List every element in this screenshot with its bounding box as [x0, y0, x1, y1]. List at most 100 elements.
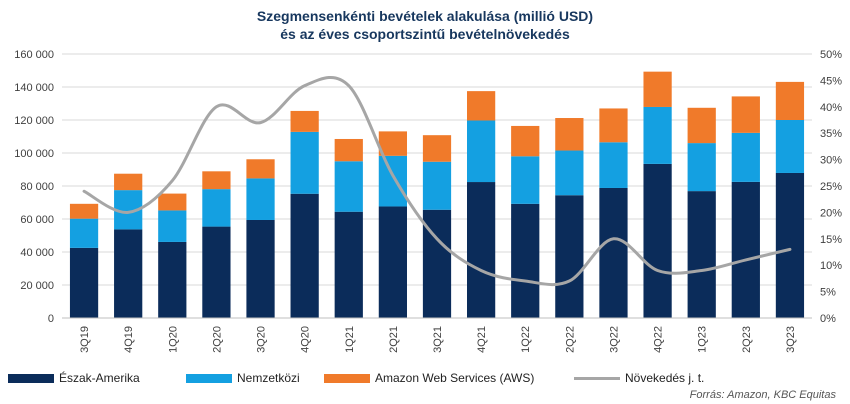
y-tick-label: 160 000: [14, 49, 54, 61]
bar-aws: [158, 193, 187, 211]
bar-international: [246, 178, 275, 220]
x-tick-label: 4Q21: [476, 326, 488, 353]
bar-north-america: [290, 193, 319, 318]
x-tick-label: 3Q20: [256, 326, 268, 353]
bar-north-america: [114, 229, 143, 318]
bar-international: [467, 120, 496, 183]
bar-international: [378, 155, 407, 207]
bar-international: [599, 142, 628, 188]
legend-item-international: Nemzetközi: [186, 371, 300, 385]
bar-international: [69, 218, 99, 248]
legend-item-north-america: Észak-Amerika: [8, 371, 140, 385]
x-tick-label: 4Q19: [123, 326, 135, 353]
y2-tick-label: 20%: [820, 207, 842, 219]
y2-tick-label: 0%: [820, 313, 836, 325]
source-note: Forrás: Amazon, KBC Equitas: [689, 389, 836, 401]
bar-north-america: [467, 182, 496, 318]
growth-line: [82, 75, 792, 287]
x-tick-label: 1Q22: [520, 326, 532, 353]
y-tick-label: 20 000: [20, 280, 54, 292]
x-tick-label: 2Q20: [211, 326, 223, 353]
bar-international: [687, 143, 716, 192]
y2-tick-label: 5%: [820, 287, 836, 299]
bar-aws: [378, 131, 407, 156]
x-tick-label: 2Q22: [564, 326, 576, 353]
y2-tick-label: 10%: [820, 260, 842, 272]
bar-north-america: [599, 187, 628, 318]
y-tick-label: 120 000: [14, 115, 54, 127]
bar-aws: [290, 110, 319, 132]
bar-aws: [731, 96, 760, 133]
x-tick-label: 3Q21: [432, 326, 444, 353]
bar-international: [202, 189, 231, 227]
legend-label-north-america: Észak-Amerika: [59, 371, 140, 385]
y-tick-label: 140 000: [14, 82, 54, 94]
x-tick-label: 3Q19: [79, 326, 91, 353]
y2-tick-label: 40%: [820, 102, 842, 114]
y2-tick-label: 25%: [820, 181, 842, 193]
x-tick-label: 4Q22: [653, 326, 665, 353]
chart-title: Szegmensenkénti bevételek alakulása (mil…: [256, 8, 594, 24]
bar-north-america: [202, 226, 231, 318]
x-tick-label: 3Q22: [608, 326, 620, 353]
bar-north-america: [334, 211, 363, 318]
x-tick-label: 2Q21: [388, 326, 400, 353]
y-tick-label: 100 000: [14, 148, 54, 160]
x-tick-label: 4Q20: [300, 326, 312, 353]
bar-aws: [202, 171, 231, 190]
x-tick-label: 1Q23: [697, 326, 709, 353]
y-tick-label: 40 000: [20, 247, 54, 259]
bar-international: [290, 131, 319, 194]
bar-north-america: [511, 203, 540, 318]
legend-item-aws: Amazon Web Services (AWS): [324, 371, 534, 385]
bar-aws: [643, 71, 672, 107]
y2-tick-label: 30%: [820, 155, 842, 167]
bar-north-america: [643, 163, 672, 318]
bar-aws: [599, 108, 628, 143]
bar-international: [158, 210, 187, 242]
bar-aws: [775, 81, 805, 120]
legend-label-international: Nemzetközi: [237, 371, 300, 385]
bar-aws: [511, 125, 540, 157]
x-tick-label: 1Q21: [344, 326, 356, 353]
legend-item-growth: Növekedés j. t.: [574, 371, 704, 385]
bar-north-america: [69, 247, 99, 318]
bar-aws: [334, 138, 363, 162]
bar-aws: [422, 135, 452, 162]
bar-north-america: [378, 206, 407, 318]
bar-north-america: [555, 195, 584, 318]
bar-international: [775, 120, 805, 173]
bar-aws: [246, 159, 275, 179]
bar-north-america: [246, 219, 275, 318]
bar-north-america: [731, 181, 760, 318]
bar-aws: [555, 118, 584, 151]
bar-international: [731, 132, 760, 182]
bar-north-america: [158, 241, 187, 318]
legend-label-aws: Amazon Web Services (AWS): [375, 371, 535, 385]
legend: Észak-Amerika Nemzetközi Amazon Web Serv…: [0, 371, 850, 387]
bar-international: [555, 150, 584, 196]
y-tick-label: 80 000: [20, 181, 54, 193]
bar-international: [511, 156, 540, 204]
legend-swatch-international: [186, 373, 232, 383]
legend-label-growth: Növekedés j. t.: [625, 371, 705, 385]
x-tick-label: 1Q20: [167, 326, 179, 353]
chart-subtitle: és az éves csoportszintű bevételnövekedé…: [280, 26, 570, 42]
bar-aws: [467, 91, 496, 121]
bar-aws: [69, 203, 99, 219]
bar-aws: [687, 107, 716, 144]
legend-swatch-north-america: [8, 373, 54, 383]
y2-tick-label: 50%: [820, 49, 842, 61]
x-tick-label: 2Q23: [741, 326, 753, 353]
x-tick-label: 3Q23: [785, 326, 797, 353]
bar-international: [643, 106, 672, 164]
y-tick-label: 60 000: [20, 214, 54, 226]
legend-swatch-aws: [324, 373, 370, 383]
legend-swatch-growth: [574, 376, 620, 380]
y2-tick-label: 15%: [820, 234, 842, 246]
y2-tick-label: 45%: [820, 75, 842, 87]
bar-north-america: [775, 172, 805, 318]
y2-tick-label: 35%: [820, 128, 842, 140]
bar-aws: [114, 173, 143, 191]
